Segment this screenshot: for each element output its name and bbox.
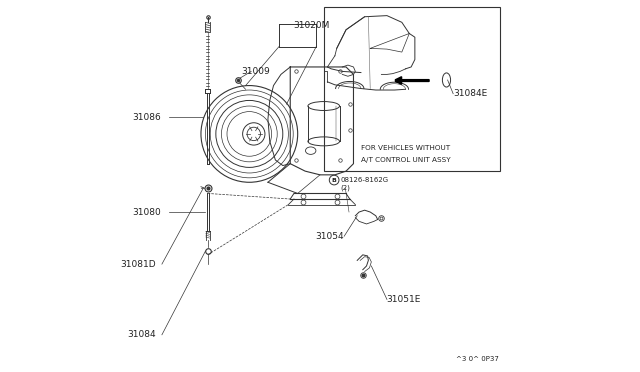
Text: 31051E: 31051E: [386, 295, 420, 304]
Text: 31084E: 31084E: [453, 89, 488, 98]
Text: 31080: 31080: [132, 208, 161, 217]
Text: 08126-8162G: 08126-8162G: [340, 177, 388, 183]
Text: 31054: 31054: [315, 232, 344, 241]
Bar: [324, 7, 500, 171]
Text: 31084: 31084: [128, 330, 156, 339]
Text: 31081D: 31081D: [121, 260, 156, 269]
Text: A/T CONTROL UNIT ASSY: A/T CONTROL UNIT ASSY: [361, 157, 451, 163]
Text: ^3 0^ 0P37: ^3 0^ 0P37: [456, 356, 499, 362]
Text: B: B: [332, 177, 337, 183]
Text: 31020M: 31020M: [293, 21, 330, 30]
Text: 31009: 31009: [241, 67, 270, 76]
Text: 31086: 31086: [132, 113, 161, 122]
Text: FOR VEHICLES WITHOUT: FOR VEHICLES WITHOUT: [361, 145, 450, 151]
Text: (2): (2): [340, 185, 350, 192]
